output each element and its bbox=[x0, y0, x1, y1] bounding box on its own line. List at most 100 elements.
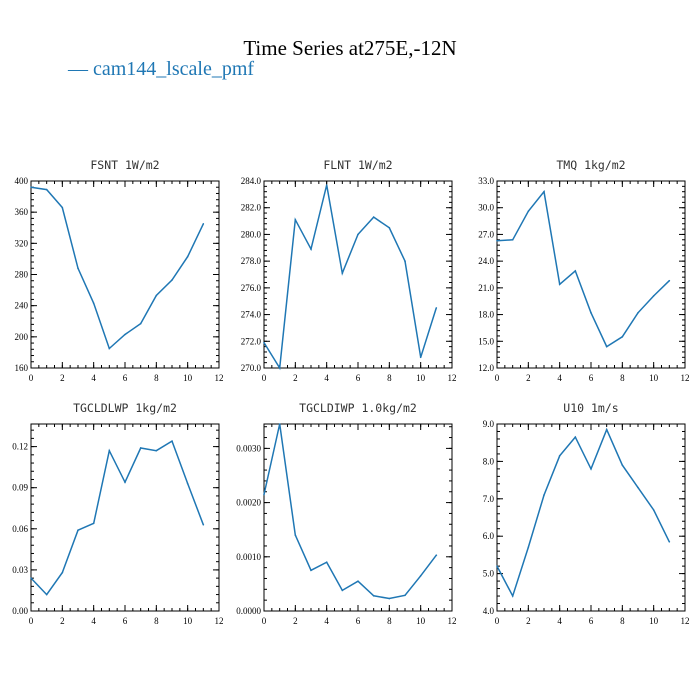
data-point bbox=[543, 494, 545, 496]
x-tick-label: 8 bbox=[387, 373, 392, 383]
y-tick-label: 0.09 bbox=[12, 483, 28, 493]
data-point bbox=[652, 295, 655, 297]
y-tick-label: 0.0020 bbox=[236, 498, 261, 508]
data-point bbox=[61, 206, 64, 209]
chart-panel-5: TGCLDIWP 1.0kg/m2 0 2 4 6 8 10 12 0.0000 0.0010 0.… bbox=[236, 401, 456, 626]
data-point bbox=[92, 522, 95, 525]
data-point bbox=[621, 336, 624, 338]
page-title: Time Series at275E,-12N bbox=[243, 36, 457, 60]
data-point bbox=[388, 597, 391, 600]
data-point bbox=[605, 345, 608, 348]
data-point bbox=[419, 574, 422, 577]
data-point bbox=[404, 594, 406, 597]
y-tick-label: 200 bbox=[15, 332, 29, 342]
y-tick-label: 274.0 bbox=[241, 310, 262, 320]
data-point bbox=[668, 541, 671, 543]
y-tick-label: 284.0 bbox=[241, 176, 262, 186]
x-tick-label: 10 bbox=[416, 373, 426, 383]
y-tick-label: 270.0 bbox=[241, 363, 262, 373]
legend: — cam144_lscale_pmf bbox=[68, 58, 254, 81]
x-tick-label: 2 bbox=[60, 616, 65, 626]
data-point bbox=[108, 347, 111, 350]
data-point bbox=[202, 523, 205, 526]
data-point bbox=[202, 223, 205, 225]
x-tick-label: 4 bbox=[324, 616, 329, 626]
data-point bbox=[30, 186, 32, 189]
data-point bbox=[325, 561, 328, 564]
data-point bbox=[45, 593, 48, 596]
y-tick-label: 15.0 bbox=[478, 336, 494, 346]
data-point bbox=[558, 454, 561, 457]
x-tick-label: 8 bbox=[620, 373, 625, 383]
x-tick-label: 12 bbox=[215, 616, 224, 626]
data-point bbox=[511, 595, 514, 597]
series-line bbox=[263, 184, 438, 371]
x-tick-label: 0 bbox=[29, 616, 34, 626]
x-tick-label: 2 bbox=[293, 373, 298, 383]
chart-panel-4: TGCLDLWP 1kg/m2 0 2 4 6 8 10 12 0.00 0.03 0.06 0.09… bbox=[12, 401, 223, 626]
data-point bbox=[357, 233, 359, 236]
series-line bbox=[30, 439, 205, 596]
x-tick-label: 0 bbox=[29, 373, 34, 383]
x-tick-label: 2 bbox=[526, 616, 531, 626]
y-tick-label: 12.0 bbox=[478, 363, 494, 373]
data-point bbox=[543, 190, 545, 193]
x-tick-label: 2 bbox=[526, 373, 531, 383]
data-point bbox=[139, 447, 142, 449]
data-point bbox=[605, 428, 608, 431]
data-point bbox=[155, 294, 158, 297]
data-point bbox=[652, 509, 655, 511]
data-point bbox=[124, 481, 126, 484]
data-point bbox=[590, 311, 592, 314]
data-point bbox=[558, 283, 561, 286]
y-tick-label: 0.00 bbox=[12, 606, 28, 616]
y-tick-label: 240 bbox=[15, 301, 29, 311]
data-point bbox=[341, 272, 344, 274]
y-tick-label: 280 bbox=[15, 270, 29, 280]
data-point bbox=[45, 188, 48, 191]
series-line bbox=[263, 423, 437, 600]
panel-title: TGCLDLWP 1kg/m2 bbox=[73, 401, 177, 415]
data-point bbox=[171, 279, 173, 281]
x-tick-label: 6 bbox=[589, 616, 594, 626]
data-point bbox=[139, 322, 142, 325]
x-tick-label: 8 bbox=[154, 373, 159, 383]
panel-title: U10 1m/s bbox=[563, 401, 618, 415]
y-tick-label: 0.0010 bbox=[236, 552, 261, 562]
y-tick-label: 8.0 bbox=[483, 456, 495, 466]
x-tick-label: 8 bbox=[387, 616, 392, 626]
x-tick-label: 0 bbox=[495, 373, 500, 383]
data-point bbox=[496, 565, 498, 567]
data-point bbox=[372, 216, 375, 218]
x-tick-label: 6 bbox=[356, 616, 361, 626]
y-tick-label: 9.0 bbox=[483, 419, 495, 429]
data-point bbox=[30, 577, 32, 579]
y-tick-label: 21.0 bbox=[478, 283, 494, 293]
y-tick-label: 272.0 bbox=[241, 336, 262, 346]
y-tick-label: 400 bbox=[15, 176, 29, 186]
y-tick-label: 27.0 bbox=[478, 229, 494, 239]
y-tick-label: 0.0000 bbox=[236, 606, 261, 616]
x-tick-label: 4 bbox=[91, 616, 96, 626]
y-tick-label: 0.06 bbox=[12, 524, 28, 534]
plot-frame bbox=[263, 180, 453, 369]
x-tick-label: 12 bbox=[448, 373, 457, 383]
x-tick-label: 0 bbox=[495, 616, 500, 626]
panel-title: FLNT 1W/m2 bbox=[323, 158, 392, 172]
data-point bbox=[511, 238, 514, 241]
x-tick-label: 4 bbox=[324, 373, 329, 383]
y-tick-label: 5.0 bbox=[483, 569, 495, 579]
y-tick-label: 280.0 bbox=[241, 229, 262, 239]
data-point bbox=[637, 311, 639, 314]
data-point bbox=[263, 493, 265, 496]
x-tick-label: 8 bbox=[154, 616, 159, 626]
data-point bbox=[92, 302, 95, 305]
data-point bbox=[574, 270, 577, 272]
y-tick-label: 360 bbox=[15, 207, 29, 217]
y-tick-label: 6.0 bbox=[483, 531, 495, 541]
x-tick-label: 0 bbox=[262, 616, 267, 626]
x-tick-label: 8 bbox=[620, 616, 625, 626]
x-tick-label: 4 bbox=[91, 373, 96, 383]
chart-panel-3: TMQ 1kg/m2 0 2 4 6 8 10 12 12.0 15.0 18.0 21.0 24.0 2… bbox=[478, 158, 689, 383]
